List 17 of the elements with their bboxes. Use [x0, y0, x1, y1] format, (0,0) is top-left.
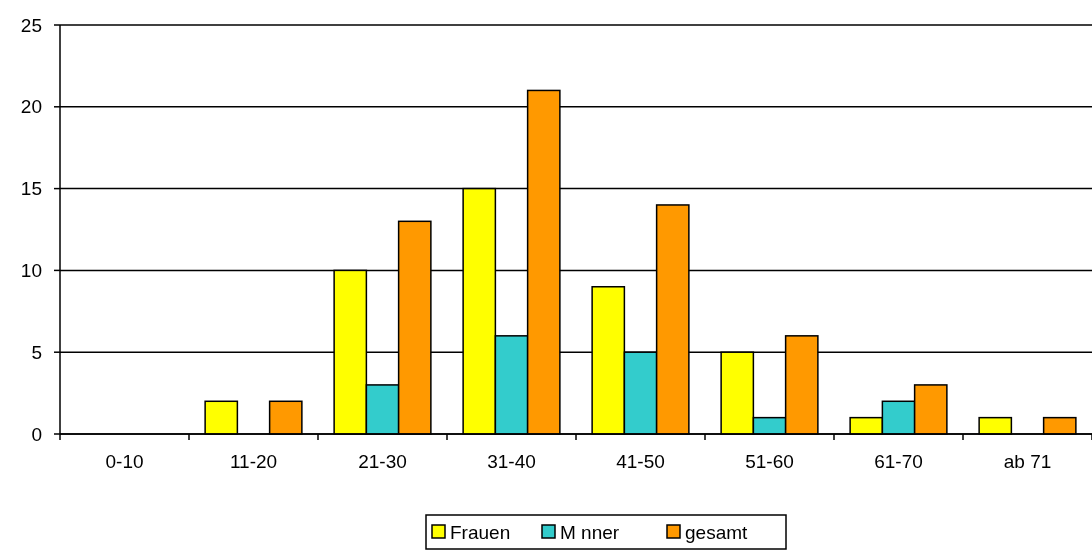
x-tick-label: 11-20 — [229, 451, 278, 472]
y-tick-label: 0 — [31, 423, 42, 445]
x-tick-label: 31-40 — [487, 451, 536, 472]
legend-label: M nner — [560, 521, 620, 543]
legend-label: gesamt — [685, 521, 749, 543]
y-tick-label: 15 — [20, 178, 42, 200]
legend-label: Frauen — [450, 521, 511, 543]
x-tick-label: 61-70 — [874, 451, 923, 472]
y-tick-label: 5 — [31, 341, 42, 363]
y-tick-label: 10 — [20, 260, 42, 282]
x-tick-label: 21-30 — [358, 451, 407, 472]
x-tick-label: 51-60 — [745, 451, 794, 472]
y-tick-label: 20 — [20, 96, 42, 118]
x-tick-label: ab 71 — [1003, 451, 1052, 472]
y-tick-label: 25 — [20, 14, 42, 36]
x-tick-label: 0-10 — [105, 451, 144, 472]
x-tick-label: 41-50 — [616, 451, 665, 472]
